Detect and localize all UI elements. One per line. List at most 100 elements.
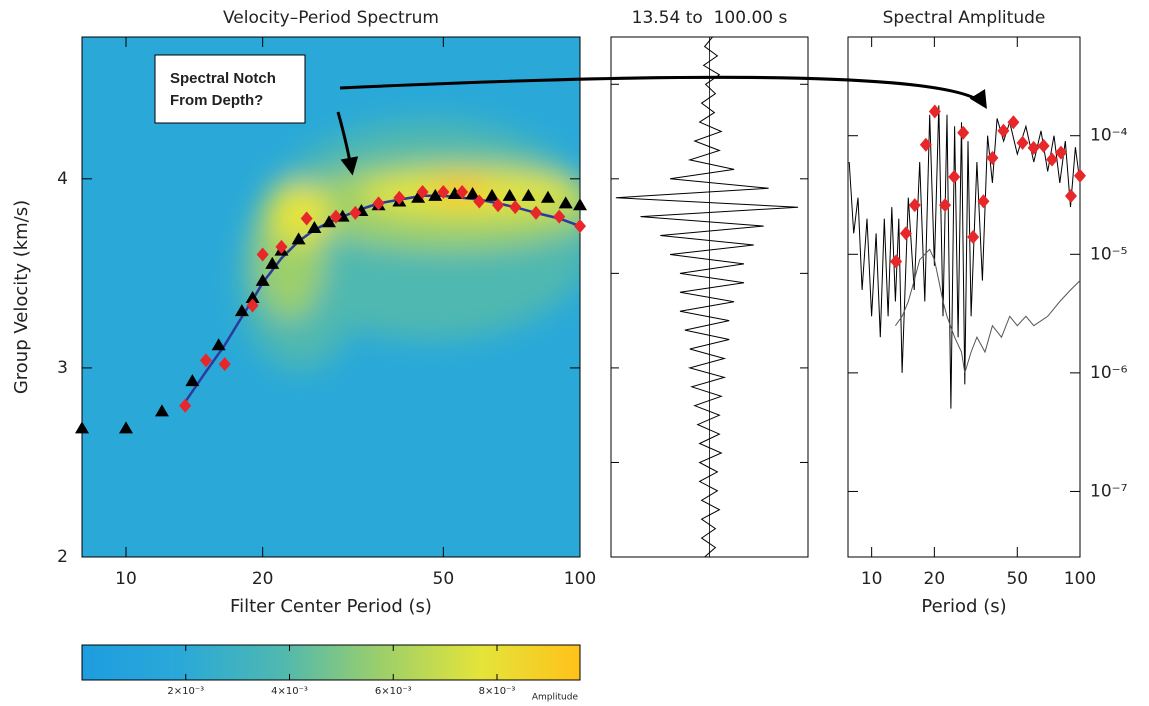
colorbar-tick-label: 2×10⁻³ xyxy=(167,686,204,697)
triangle-marker xyxy=(265,256,280,269)
diamond-marker xyxy=(890,254,903,269)
diamond-marker xyxy=(574,219,586,234)
triangle-marker xyxy=(411,190,426,203)
x-tick-label: 50 xyxy=(1006,569,1028,589)
diamond-marker xyxy=(393,190,406,205)
diamond-marker xyxy=(473,194,486,209)
diamond-marker xyxy=(329,209,342,224)
triangle-marker xyxy=(185,374,200,387)
x-tick-label: 100 xyxy=(1064,569,1096,589)
y-axis-label: Group Velocity (km/s) xyxy=(11,200,32,394)
triangle-marker xyxy=(428,188,443,201)
triangle-marker xyxy=(118,421,133,434)
diamond-marker xyxy=(179,398,192,413)
diamond-marker xyxy=(928,104,941,119)
diamond-marker xyxy=(437,185,450,200)
annotation: From Depth? xyxy=(170,92,263,109)
diamond-marker xyxy=(1037,138,1050,153)
diamond-marker xyxy=(530,205,543,220)
x-tick-label: 50 xyxy=(433,569,455,589)
panel-title: Spectral Amplitude xyxy=(883,8,1046,28)
y-tick-label: 3 xyxy=(57,358,68,378)
diamond-marker xyxy=(553,209,566,224)
colorbar-tick-label: 4×10⁻³ xyxy=(271,686,308,697)
diamond-marker xyxy=(986,150,999,165)
plot-layer: Velocity–Period Spectrum Filter Center Pe… xyxy=(11,8,1128,703)
diamond-marker xyxy=(1027,140,1040,155)
triangle-marker xyxy=(573,198,587,211)
data-line xyxy=(894,248,1081,374)
triangle-marker xyxy=(558,196,573,209)
diamond-marker xyxy=(300,211,313,226)
x-tick-label: 100 xyxy=(564,569,596,589)
diamond-marker xyxy=(372,196,385,211)
colorbar-tick-label: 8×10⁻³ xyxy=(479,686,516,697)
diamond-marker xyxy=(349,205,362,220)
y-tick-label: 10⁻⁷ xyxy=(1090,481,1128,501)
diamond-marker xyxy=(1016,135,1029,150)
annotation-box xyxy=(154,54,306,124)
panel-title: 13.54 to 100.00 s xyxy=(632,8,788,28)
triangle-marker xyxy=(465,186,480,199)
diamond-marker xyxy=(919,137,932,152)
diamond-marker xyxy=(199,353,212,368)
y-tick-label: 10⁻⁶ xyxy=(1090,363,1128,383)
colorbar-label: Amplitude xyxy=(532,693,579,703)
x-axis-label: Filter Center Period (s) xyxy=(230,596,432,617)
diamond-marker xyxy=(997,123,1010,138)
diamond-marker xyxy=(967,229,980,244)
colorbar xyxy=(81,644,581,681)
x-tick-label: 10 xyxy=(861,569,883,589)
triangle-marker xyxy=(255,273,270,286)
triangle-marker xyxy=(521,188,536,201)
y-tick-label: 4 xyxy=(57,169,68,189)
data-line xyxy=(615,36,799,558)
triangle-marker xyxy=(322,215,337,228)
diamond-marker xyxy=(1074,168,1086,183)
triangle-marker xyxy=(291,232,306,245)
x-tick-label: 20 xyxy=(252,569,274,589)
triangle-marker xyxy=(447,186,462,199)
diamond-marker xyxy=(1007,115,1020,130)
diamond-marker xyxy=(957,125,970,140)
diamond-marker xyxy=(908,198,921,213)
diamond-marker xyxy=(948,169,961,184)
triangle-marker xyxy=(307,220,322,233)
diamond-marker xyxy=(1054,145,1067,160)
triangle-marker xyxy=(211,338,226,351)
diamond-marker xyxy=(416,185,429,200)
diamond-marker xyxy=(256,247,269,262)
plot-frame xyxy=(847,36,1081,558)
y-tick-label: 10⁻⁵ xyxy=(1090,244,1127,264)
triangle-marker xyxy=(234,304,249,317)
colorbar-tick-label: 6×10⁻³ xyxy=(375,686,412,697)
diamond-marker xyxy=(1064,189,1077,204)
triangle-marker xyxy=(502,188,517,201)
arrow xyxy=(339,75,987,110)
triangle-marker xyxy=(245,290,260,303)
data-line xyxy=(848,105,1081,409)
spectrum-heatmap xyxy=(82,37,580,557)
diamond-marker xyxy=(218,357,231,372)
triangle-marker xyxy=(154,404,169,417)
y-tick-label: 10⁻⁴ xyxy=(1090,126,1128,146)
panel-title: Velocity–Period Spectrum xyxy=(223,8,439,28)
triangle-marker xyxy=(485,188,500,201)
x-tick-label: 10 xyxy=(115,569,137,589)
plot-frame xyxy=(81,36,581,558)
diamond-marker xyxy=(492,198,505,213)
diamond-marker xyxy=(275,239,288,254)
triangle-marker xyxy=(540,190,555,203)
triangle-marker xyxy=(75,421,89,434)
diamond-marker xyxy=(456,185,469,200)
diamond-marker xyxy=(509,200,522,215)
diamond-marker xyxy=(977,194,990,209)
x-axis-label: Period (s) xyxy=(921,596,1006,617)
arrow xyxy=(336,111,359,176)
diamond-marker xyxy=(1046,152,1059,167)
diamond-marker xyxy=(246,298,259,313)
y-tick-label: 2 xyxy=(57,547,68,567)
x-tick-label: 20 xyxy=(924,569,946,589)
